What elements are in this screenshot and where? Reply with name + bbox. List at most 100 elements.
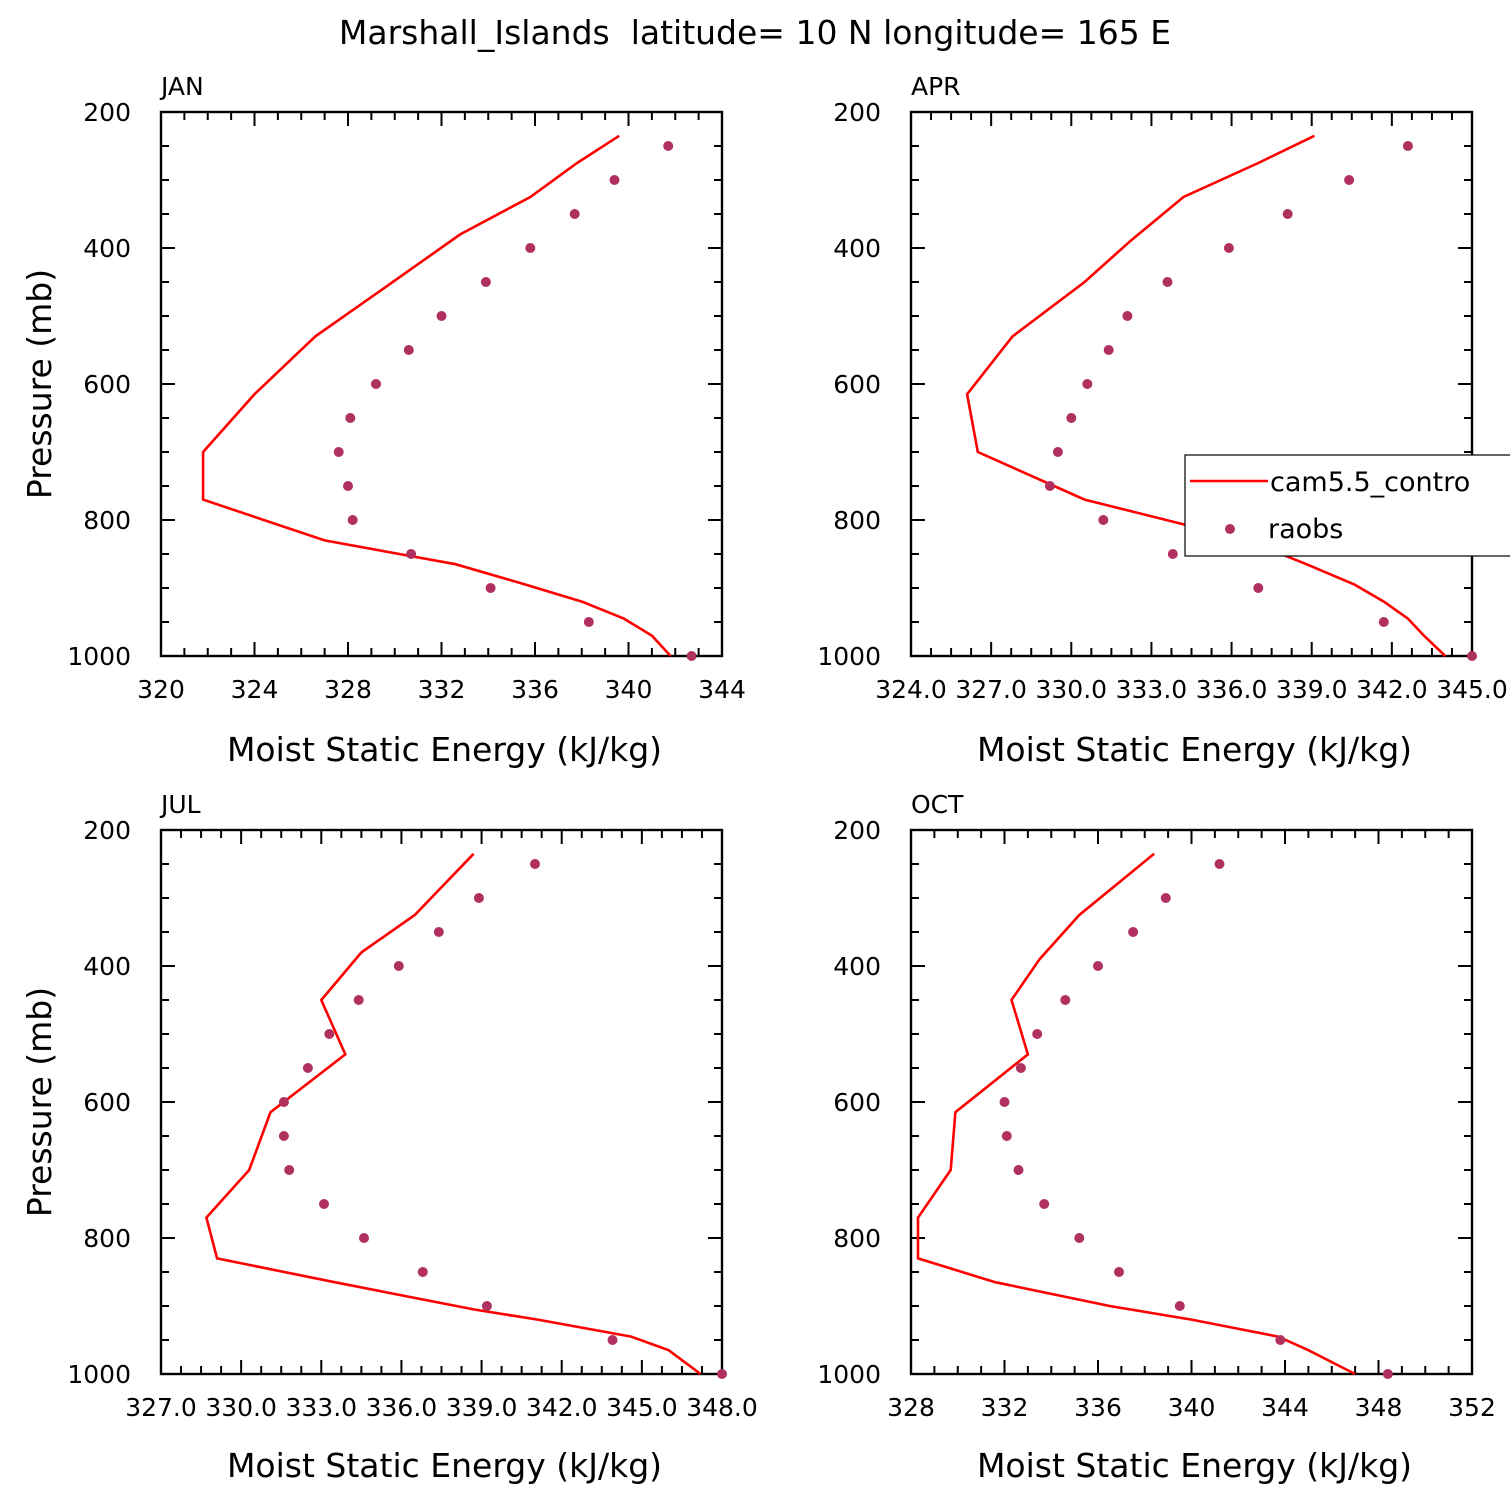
x-axis-title: Moist Static Energy (kJ/kg): [227, 730, 662, 769]
raobs-point: [353, 995, 364, 1005]
raobs-point: [525, 243, 536, 253]
x-tick-label: 320: [137, 675, 185, 704]
raobs-point: [403, 345, 414, 355]
raobs-point: [433, 927, 444, 937]
x-tick-label: 340: [605, 675, 653, 704]
raobs-point: [1015, 1063, 1026, 1073]
raobs-point: [1214, 859, 1225, 869]
chart-panel-oct: 328 332 336 340 344 348 352 200 400 600 800 1000 OCT…: [817, 790, 1495, 1485]
raobs-point: [1039, 1199, 1050, 1209]
raobs-point: [406, 549, 417, 559]
raobs-point: [359, 1233, 369, 1243]
x-axis-title: Moist Static Energy (kJ/kg): [227, 1446, 662, 1485]
y-tick-label: 800: [83, 1224, 131, 1253]
y-tick-label: 600: [833, 370, 881, 399]
figure-title: Marshall_Islands latitude= 10 N longitud…: [339, 13, 1171, 52]
raobs-point: [1044, 481, 1055, 491]
raobs-point: [371, 379, 381, 389]
x-tick-label: 339.0: [1276, 675, 1348, 704]
raobs-point: [1098, 515, 1109, 525]
x-tick-label: 336.0: [366, 1393, 438, 1422]
raobs-point: [345, 413, 356, 423]
raobs-point: [717, 1369, 727, 1379]
y-tick-label: 600: [83, 370, 131, 399]
raobs-point: [663, 141, 674, 151]
y-tick-label: 200: [83, 98, 131, 127]
raobs-point: [480, 277, 491, 287]
plot-frame: [159, 110, 724, 658]
raobs-point: [481, 1301, 492, 1311]
raobs-point: [473, 893, 484, 903]
raobs-point: [1001, 1131, 1012, 1141]
raobs-point: [319, 1199, 329, 1209]
chart-panel-apr: 324.0 327.0 330.0 333.0 336.0 339.0 342.0 345.0…: [817, 72, 1507, 769]
chart-panel-jul: 327.0 330.0 333.0 336.0 339.0 342.0 345.0 348.0…: [20, 790, 758, 1485]
raobs-point: [1128, 927, 1139, 937]
x-tick-label: 336: [1074, 1393, 1122, 1422]
raobs-point: [1103, 345, 1114, 355]
x-axis-title: Moist Static Energy (kJ/kg): [977, 1446, 1412, 1485]
model-profile-line: [916, 852, 1356, 1376]
legend-label-model: cam5.5_contro: [1270, 467, 1470, 498]
model-profile-line: [204, 852, 702, 1376]
x-tick-label: 342.0: [1356, 675, 1428, 704]
x-tick-label: 333.0: [1116, 675, 1188, 704]
raobs-point: [530, 859, 540, 869]
y-tick-label: 200: [833, 98, 881, 127]
x-tick-label: 336.0: [1196, 675, 1268, 704]
raobs-point: [347, 515, 358, 525]
y-tick-label: 400: [833, 952, 881, 981]
x-tick-label: 336: [511, 675, 559, 704]
raobs-point: [1032, 1029, 1043, 1039]
model-profile-line: [201, 134, 672, 657]
raobs-point: [324, 1029, 335, 1039]
x-tick-label: 327.0: [125, 1393, 197, 1422]
x-tick-label: 330.0: [1035, 675, 1107, 704]
raobs-point: [1282, 209, 1293, 219]
raobs-point: [1275, 1335, 1286, 1345]
y-tick-label: 800: [833, 1224, 881, 1253]
raobs-point: [343, 481, 353, 491]
plot-frame: [909, 828, 1474, 1376]
raobs-point: [686, 651, 697, 661]
raobs-point: [1344, 175, 1355, 185]
x-tick-label: 330.0: [205, 1393, 277, 1422]
raobs-point: [333, 447, 344, 457]
raobs-point: [1066, 413, 1077, 423]
chart-panel-jan: 320 324 328 332 336 340 344 200 400 600 800 1000 JAN…: [20, 72, 746, 769]
raobs-point: [1082, 379, 1093, 389]
raobs-point: [278, 1131, 289, 1141]
plot-frame: [159, 828, 724, 1376]
raobs-point: [302, 1063, 313, 1073]
raobs-point: [609, 175, 620, 185]
raobs-point: [1382, 1369, 1393, 1379]
raobs-point: [1160, 893, 1171, 903]
legend-dot-swatch: [1225, 524, 1235, 534]
raobs-point: [393, 961, 404, 971]
y-tick-label: 1000: [67, 642, 131, 671]
y-tick-label: 200: [83, 816, 131, 845]
raobs-point: [436, 311, 447, 321]
x-tick-label: 345.0: [1436, 675, 1508, 704]
raobs-point: [1402, 141, 1413, 151]
x-tick-label: 348: [1355, 1393, 1403, 1422]
raobs-point: [485, 583, 496, 593]
raobs-point: [1253, 583, 1264, 593]
y-tick-label: 800: [833, 506, 881, 535]
y-tick-label: 1000: [817, 642, 881, 671]
x-tick-label: 328: [324, 675, 372, 704]
raobs-point: [1114, 1267, 1124, 1277]
y-tick-label: 600: [833, 1088, 881, 1117]
x-tick-label: 332: [981, 1393, 1029, 1422]
raobs-point: [607, 1335, 618, 1345]
x-tick-label: 339.0: [446, 1393, 518, 1422]
x-axis-title: Moist Static Energy (kJ/kg): [977, 730, 1412, 769]
y-tick-label: 1000: [817, 1360, 881, 1389]
raobs-point: [1378, 617, 1389, 627]
raobs-point: [1223, 243, 1234, 253]
y-tick-label: 800: [83, 506, 131, 535]
y-tick-label: 400: [83, 952, 131, 981]
raobs-point: [1052, 447, 1063, 457]
x-tick-label: 324: [231, 675, 279, 704]
y-tick-label: 1000: [67, 1360, 131, 1389]
